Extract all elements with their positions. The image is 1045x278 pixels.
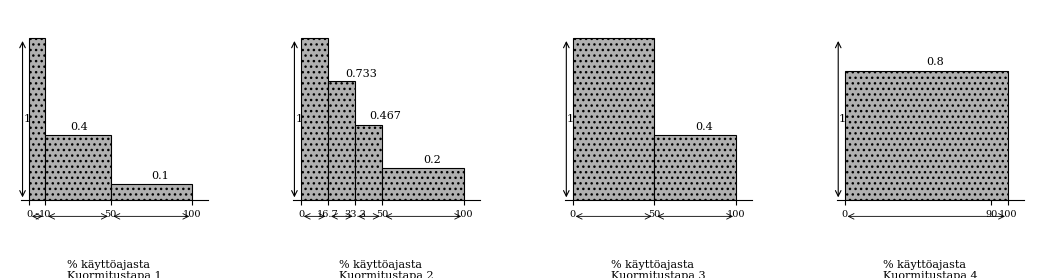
Bar [382,168,464,200]
Text: % käyttöajasta
Kuormitustapa 3: % käyttöajasta Kuormitustapa 3 [611,260,705,278]
Bar [328,81,355,200]
Bar [45,135,111,200]
Bar [844,71,1007,200]
Bar [301,38,328,200]
Text: 0.8: 0.8 [926,57,944,67]
Text: 0.733: 0.733 [345,69,377,79]
Text: % käyttöajasta
Kuormitustapa 1: % käyttöajasta Kuormitustapa 1 [67,260,162,278]
Text: 0.4: 0.4 [695,122,713,132]
Text: 0.1: 0.1 [152,171,169,181]
Text: 0.467: 0.467 [370,111,401,121]
Text: 1: 1 [296,114,302,124]
Text: % käyttöajasta
Kuormitustapa 4: % käyttöajasta Kuormitustapa 4 [883,260,978,278]
Text: % käyttöajasta
Kuormitustapa 2: % käyttöajasta Kuormitustapa 2 [340,260,434,278]
Bar [355,125,382,200]
Bar [654,135,736,200]
Text: 1: 1 [839,114,846,124]
Bar [573,38,654,200]
Text: 1: 1 [567,114,575,124]
Bar [111,184,192,200]
Bar [29,38,45,200]
Text: 0.2: 0.2 [423,155,441,165]
Text: 0.4: 0.4 [70,122,88,132]
Text: 1: 1 [23,114,30,124]
